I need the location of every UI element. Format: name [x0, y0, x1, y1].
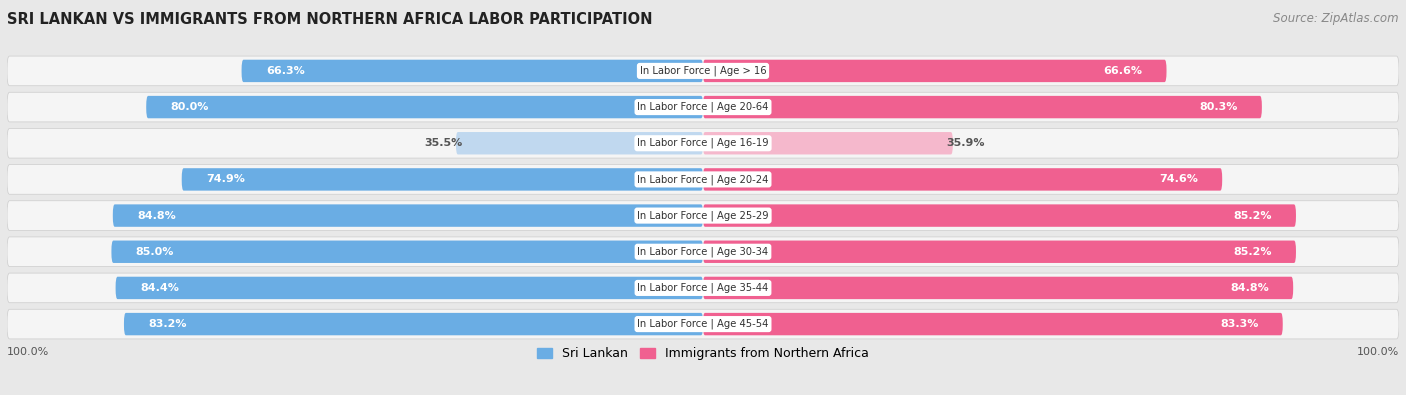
FancyBboxPatch shape	[703, 313, 1282, 335]
FancyBboxPatch shape	[242, 60, 703, 82]
FancyBboxPatch shape	[703, 60, 1167, 82]
Text: 84.4%: 84.4%	[141, 283, 179, 293]
FancyBboxPatch shape	[7, 128, 1399, 158]
FancyBboxPatch shape	[124, 313, 703, 335]
Text: 85.2%: 85.2%	[1233, 247, 1271, 257]
Text: 35.9%: 35.9%	[946, 138, 984, 148]
Text: In Labor Force | Age 16-19: In Labor Force | Age 16-19	[637, 138, 769, 149]
Text: 74.9%: 74.9%	[207, 175, 245, 184]
FancyBboxPatch shape	[703, 132, 953, 154]
FancyBboxPatch shape	[7, 273, 1399, 303]
FancyBboxPatch shape	[703, 277, 1294, 299]
Text: In Labor Force | Age 35-44: In Labor Force | Age 35-44	[637, 283, 769, 293]
Text: 80.0%: 80.0%	[170, 102, 209, 112]
Text: 84.8%: 84.8%	[1230, 283, 1268, 293]
FancyBboxPatch shape	[111, 241, 703, 263]
Text: In Labor Force | Age 30-34: In Labor Force | Age 30-34	[637, 246, 769, 257]
Text: 100.0%: 100.0%	[7, 346, 49, 357]
Text: In Labor Force | Age 45-54: In Labor Force | Age 45-54	[637, 319, 769, 329]
FancyBboxPatch shape	[115, 277, 703, 299]
Text: 66.6%: 66.6%	[1104, 66, 1142, 76]
Text: 84.8%: 84.8%	[138, 211, 176, 220]
Legend: Sri Lankan, Immigrants from Northern Africa: Sri Lankan, Immigrants from Northern Afr…	[531, 342, 875, 365]
Text: In Labor Force | Age 25-29: In Labor Force | Age 25-29	[637, 210, 769, 221]
Text: 83.2%: 83.2%	[148, 319, 187, 329]
Text: 85.0%: 85.0%	[136, 247, 174, 257]
FancyBboxPatch shape	[703, 96, 1261, 118]
Text: 85.2%: 85.2%	[1233, 211, 1271, 220]
Text: Source: ZipAtlas.com: Source: ZipAtlas.com	[1274, 12, 1399, 25]
Text: SRI LANKAN VS IMMIGRANTS FROM NORTHERN AFRICA LABOR PARTICIPATION: SRI LANKAN VS IMMIGRANTS FROM NORTHERN A…	[7, 12, 652, 27]
Text: In Labor Force | Age 20-64: In Labor Force | Age 20-64	[637, 102, 769, 112]
FancyBboxPatch shape	[456, 132, 703, 154]
FancyBboxPatch shape	[703, 204, 1296, 227]
FancyBboxPatch shape	[181, 168, 703, 191]
FancyBboxPatch shape	[7, 56, 1399, 86]
Text: 35.5%: 35.5%	[425, 138, 463, 148]
Text: 83.3%: 83.3%	[1220, 319, 1258, 329]
FancyBboxPatch shape	[146, 96, 703, 118]
Text: In Labor Force | Age > 16: In Labor Force | Age > 16	[640, 66, 766, 76]
Text: 74.6%: 74.6%	[1159, 175, 1198, 184]
FancyBboxPatch shape	[7, 201, 1399, 230]
FancyBboxPatch shape	[7, 309, 1399, 339]
Text: 100.0%: 100.0%	[1357, 346, 1399, 357]
Text: In Labor Force | Age 20-24: In Labor Force | Age 20-24	[637, 174, 769, 185]
FancyBboxPatch shape	[703, 241, 1296, 263]
FancyBboxPatch shape	[703, 168, 1222, 191]
FancyBboxPatch shape	[7, 165, 1399, 194]
Text: 80.3%: 80.3%	[1199, 102, 1237, 112]
Text: 66.3%: 66.3%	[266, 66, 305, 76]
FancyBboxPatch shape	[7, 92, 1399, 122]
FancyBboxPatch shape	[112, 204, 703, 227]
FancyBboxPatch shape	[7, 237, 1399, 267]
